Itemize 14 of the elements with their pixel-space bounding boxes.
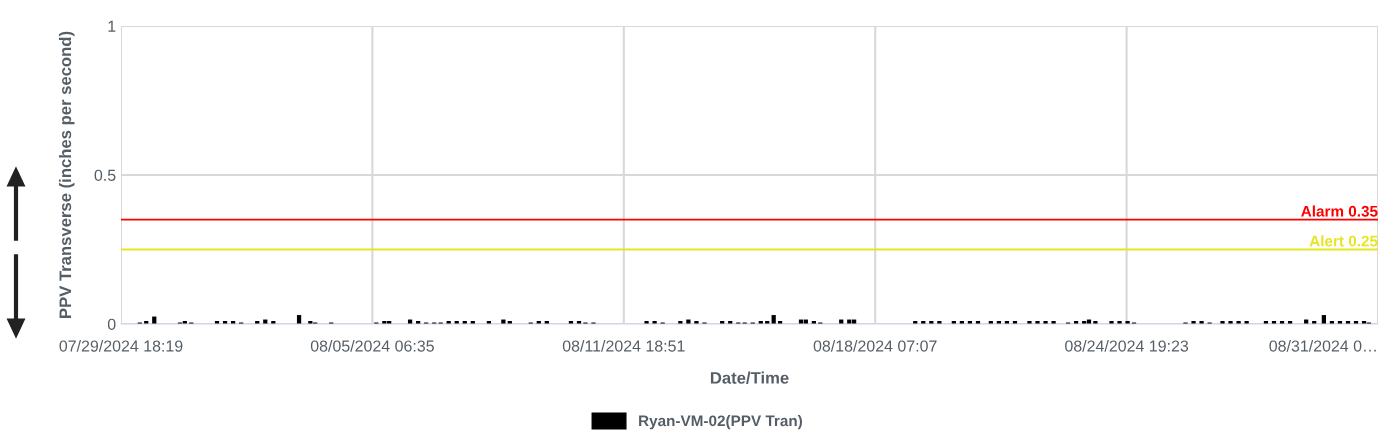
y-tick-label: 1 xyxy=(108,20,116,32)
legend-label: Ryan-VM-02(PPV Tran) xyxy=(639,415,803,430)
x-tick-label: 07/29/2024 18:19 xyxy=(59,339,183,352)
y-axis-title: PPV Transverse (inches per second) xyxy=(58,31,75,318)
y-tick-label: 0.5 xyxy=(94,169,116,181)
ref-line-label: Alarm 0.35 xyxy=(1301,205,1378,217)
x-tick-label: 08/05/2024 06:35 xyxy=(310,339,434,352)
x-tick-label: 08/18/2024 07:07 xyxy=(813,339,937,352)
ref-line-label: Alert 0.25 xyxy=(1309,235,1378,247)
y-tick-label: 0 xyxy=(107,318,116,330)
x-tick-label: 08/11/2024 18:51 xyxy=(562,339,685,352)
x-tick-label: 08/31/2024 0… xyxy=(1269,339,1376,352)
x-tick-label: 08/24/2024 19:23 xyxy=(1065,339,1189,352)
x-axis-title: Date/Time xyxy=(710,371,789,384)
